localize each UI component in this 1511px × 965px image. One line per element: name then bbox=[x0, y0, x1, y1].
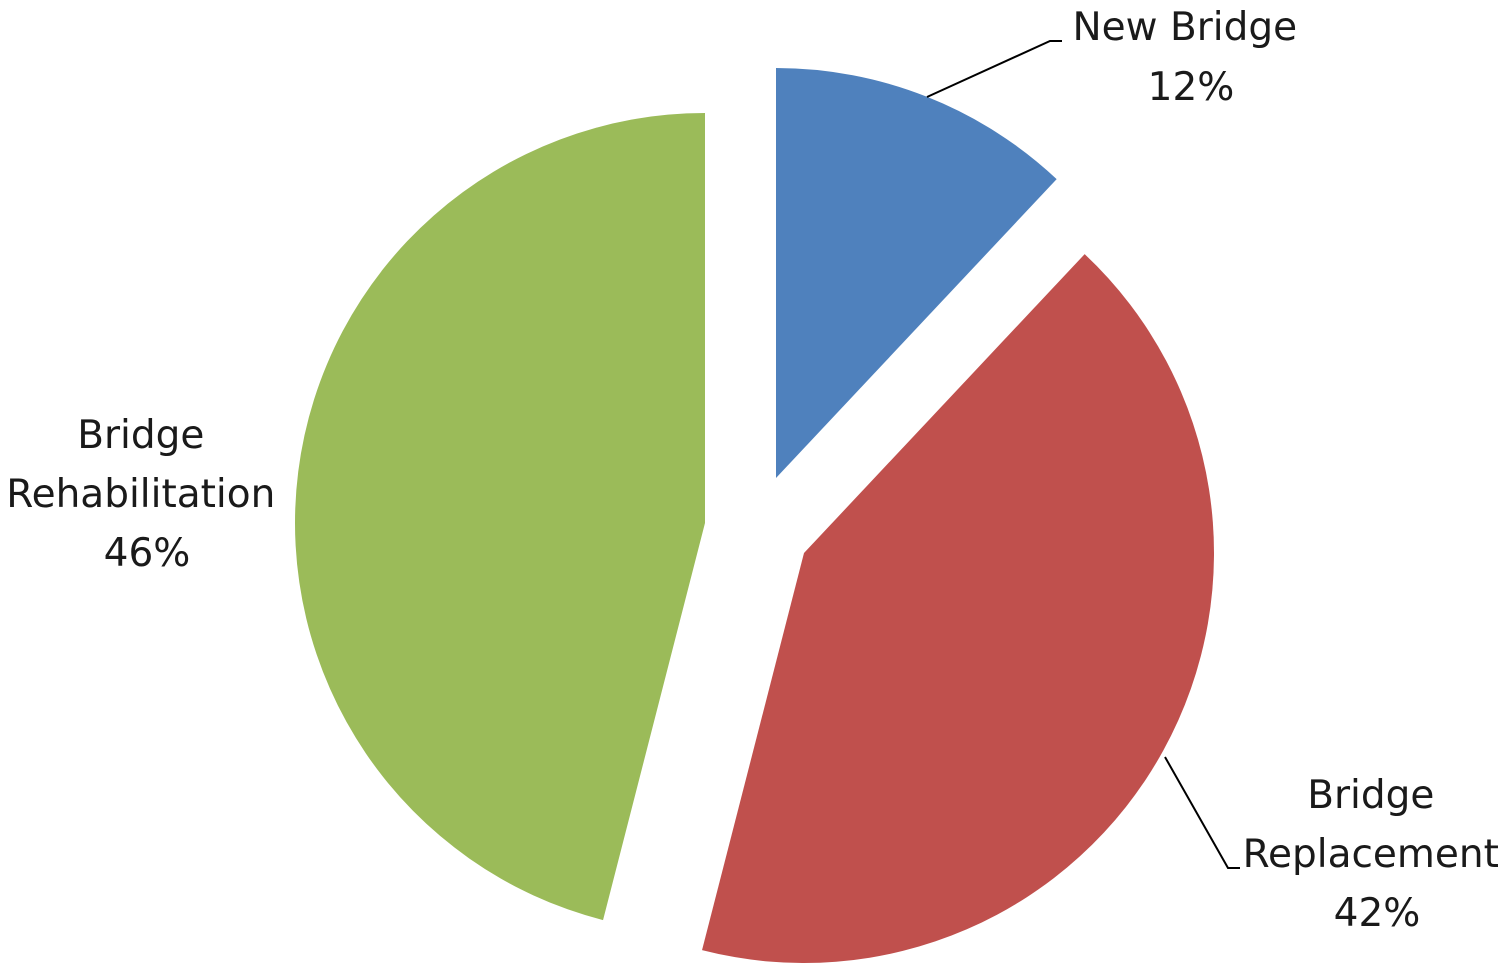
slice-bridge-rehabilitation bbox=[295, 113, 705, 921]
label-new-bridge-percent: 12% bbox=[1148, 65, 1235, 110]
slice-bridge-replacement bbox=[702, 254, 1214, 963]
label-bridge-rehabilitation-percent: 46% bbox=[104, 531, 191, 576]
leader-line-new-bridge bbox=[926, 40, 1062, 98]
slice-new-bridge bbox=[776, 68, 1057, 478]
label-bridge-replacement-line1: Bridge bbox=[1307, 773, 1434, 818]
label-bridge-replacement-line2: Replacement bbox=[1243, 832, 1499, 877]
pie-slices bbox=[295, 68, 1214, 963]
label-bridge-rehabilitation: Bridge Rehabilitation 46% bbox=[6, 413, 288, 576]
label-bridge-replacement-percent: 42% bbox=[1334, 891, 1421, 936]
leader-line-bridge-replacement bbox=[1164, 756, 1240, 869]
label-bridge-rehabilitation-line2: Rehabilitation bbox=[6, 472, 275, 517]
label-bridge-rehabilitation-line1: Bridge bbox=[77, 413, 204, 458]
label-new-bridge: New Bridge 12% bbox=[1073, 5, 1310, 110]
label-bridge-replacement: Bridge Replacement 42% bbox=[1243, 773, 1511, 936]
label-new-bridge-name: New Bridge bbox=[1073, 5, 1298, 50]
